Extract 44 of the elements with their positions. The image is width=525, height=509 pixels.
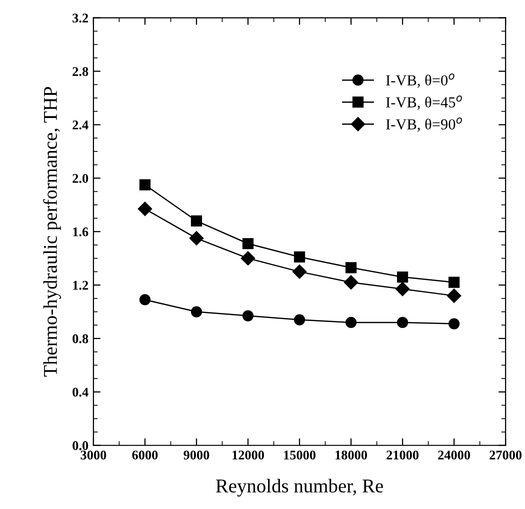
legend-label: I-VB, θ=45$^{o}$	[386, 96, 462, 110]
point	[139, 294, 151, 306]
y-tick-label: 0.4	[72, 388, 88, 397]
point	[189, 231, 204, 246]
point	[242, 238, 254, 250]
point	[448, 318, 460, 330]
point	[294, 251, 306, 263]
x-axis-title: Reynolds number, Re	[216, 478, 383, 497]
point	[446, 288, 462, 303]
x-tick-label: 6000	[132, 450, 158, 460]
y-tick-label: 0.8	[72, 334, 88, 344]
x-tick-label: 27000	[490, 450, 522, 460]
point	[139, 179, 151, 190]
y-tick-label: 0.0	[72, 441, 88, 450]
point	[292, 264, 307, 279]
x-tick-label: 3000	[80, 450, 106, 460]
legend-label: I-VB, θ=0$^{o}$	[386, 74, 454, 88]
x-tick-label: 9000	[184, 450, 210, 460]
x-tick-label: 21000	[386, 450, 419, 460]
point	[448, 276, 460, 288]
point	[242, 310, 254, 322]
legend-label: I-VB, θ=90$^{o}$	[386, 118, 462, 132]
y-tick-label: 2.8	[72, 67, 88, 76]
point	[138, 202, 152, 216]
y-tick-label: 2.4	[72, 120, 88, 130]
point	[345, 316, 357, 328]
point	[396, 316, 408, 328]
x-tick-label: 15000	[284, 450, 316, 460]
point	[395, 282, 410, 296]
point	[344, 275, 358, 290]
y-tick-label: 3.2	[72, 14, 88, 23]
point	[345, 262, 357, 274]
y-tick-label: 1.6	[73, 227, 88, 236]
point	[190, 306, 202, 318]
x-tick-label: 24000	[438, 450, 470, 460]
point	[294, 314, 306, 326]
x-tick-label: 12000	[232, 450, 264, 460]
y-tick-label: 1.2	[73, 280, 88, 290]
y-axis-title: Thermo-hydraulic performance, THP	[43, 87, 61, 377]
point	[396, 271, 408, 283]
y-tick-label: 2.0	[72, 174, 88, 183]
point	[190, 215, 202, 226]
point	[240, 251, 256, 266]
x-tick-label: 18000	[336, 450, 368, 460]
